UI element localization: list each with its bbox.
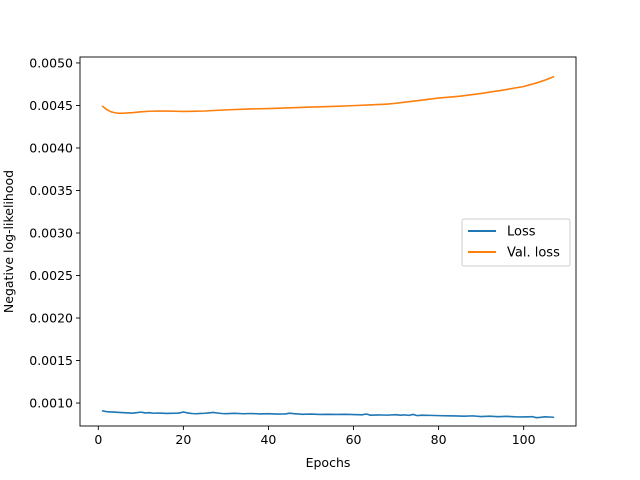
series-line-val-loss <box>101 75 555 115</box>
y-tick-label: 0.0045 <box>29 98 73 113</box>
x-tick-label: 100 <box>512 432 536 447</box>
plot-area <box>79 56 577 427</box>
x-tick-label: 80 <box>431 432 447 447</box>
legend: Loss Val. loss <box>461 218 571 267</box>
legend-label-loss: Loss <box>507 225 536 240</box>
y-axis-label: Negative log-likelihood <box>1 170 16 313</box>
plot-frame <box>79 56 577 427</box>
x-axis: 0 20 40 60 80 100 <box>94 426 536 447</box>
y-tick-label: 0.0035 <box>29 183 73 198</box>
legend-label-val-loss: Val. loss <box>507 246 560 261</box>
x-tick-label: 40 <box>260 432 276 447</box>
x-tick-label: 60 <box>346 432 362 447</box>
y-tick-label: 0.0025 <box>29 268 73 283</box>
y-tick-label: 0.0050 <box>29 55 73 70</box>
x-tick-label: 0 <box>94 432 102 447</box>
series-line-loss <box>101 410 555 419</box>
y-tick-label: 0.0020 <box>29 311 73 326</box>
y-axis: 0.0010 0.0015 0.0020 0.0025 0.0030 0.0035 0.00… <box>29 55 80 411</box>
x-axis-label: Epochs <box>306 455 351 470</box>
x-tick-label: 20 <box>175 432 191 447</box>
y-tick-label: 0.0030 <box>29 225 73 240</box>
y-tick-label: 0.0010 <box>29 396 73 411</box>
y-tick-label: 0.0040 <box>29 140 73 155</box>
y-tick-label: 0.0015 <box>29 353 73 368</box>
series-lines <box>101 75 555 419</box>
